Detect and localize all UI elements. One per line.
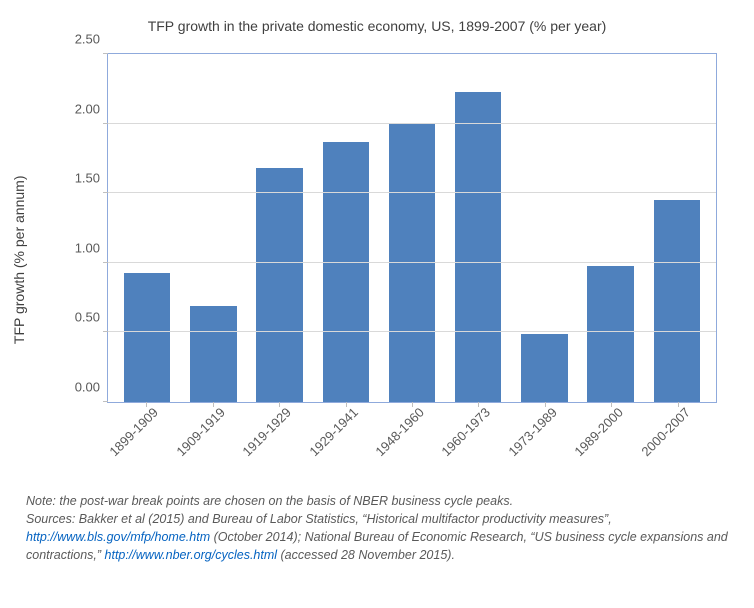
page: TFP growth in the private domestic econo… — [0, 0, 754, 608]
x-tick-mark — [213, 402, 214, 407]
chart-title: TFP growth in the private domestic econo… — [22, 18, 732, 34]
bar-slot — [644, 54, 710, 402]
source-link-2[interactable]: http://www.nber.org/cycles.html — [105, 548, 278, 562]
source-link-1[interactable]: http://www.bls.gov/mfp/home.htm — [26, 530, 210, 544]
y-tick-mark — [103, 123, 108, 124]
x-tick-label: 1960-1973 — [439, 405, 494, 460]
bar-slot — [445, 54, 511, 402]
x-label-slot: 1929-1941 — [312, 403, 378, 478]
note-prefix: Note — [26, 494, 52, 508]
bar — [455, 92, 501, 402]
x-label-slot: 1973-1989 — [512, 403, 578, 478]
y-tick-mark — [103, 53, 108, 54]
bar-slot — [511, 54, 577, 402]
y-tick-label: 2.50 — [60, 32, 100, 47]
gridline — [108, 123, 716, 124]
x-tick-label: 1899-1909 — [107, 405, 162, 460]
bar — [323, 142, 369, 402]
x-label-slot: 2000-2007 — [645, 403, 711, 478]
gridline — [108, 262, 716, 263]
bar-slot — [180, 54, 246, 402]
gridline — [108, 331, 716, 332]
y-tick-label: 0.50 — [60, 310, 100, 325]
bar-slot — [578, 54, 644, 402]
bar — [124, 273, 170, 402]
x-label-slot: 1909-1919 — [179, 403, 245, 478]
footnote-note: Note: the post-war break points are chos… — [26, 492, 728, 510]
bar-slot — [114, 54, 180, 402]
x-tick-label: 1973-1989 — [505, 405, 560, 460]
x-tick-mark — [346, 402, 347, 407]
y-tick-label: 1.50 — [60, 171, 100, 186]
x-label-slot: 1899-1909 — [113, 403, 179, 478]
sources-text-1: : Bakker et al (2015) and Bureau of Labo… — [72, 512, 612, 526]
y-tick-label: 1.00 — [60, 240, 100, 255]
sources-prefix: Sources — [26, 512, 72, 526]
x-label-slot: 1960-1973 — [445, 403, 511, 478]
bar-slot — [246, 54, 312, 402]
x-tick-label: 1989-2000 — [572, 405, 627, 460]
x-label-slot: 1919-1929 — [246, 403, 312, 478]
bar — [190, 306, 236, 402]
note-text: : the post-war break points are chosen o… — [52, 494, 513, 508]
x-tick-label: 1909-1919 — [173, 405, 228, 460]
x-label-slot: 1989-2000 — [578, 403, 644, 478]
footnote-sources: Sources: Bakker et al (2015) and Bureau … — [26, 510, 728, 564]
x-tick-mark — [545, 402, 546, 407]
y-tick-mark — [103, 192, 108, 193]
bar — [654, 200, 700, 402]
y-tick-mark — [103, 262, 108, 263]
bar-slot — [313, 54, 379, 402]
y-tick-mark — [103, 401, 108, 402]
bar — [587, 266, 633, 402]
bar-slot — [379, 54, 445, 402]
footnotes: Note: the post-war break points are chos… — [26, 492, 728, 565]
x-tick-label: 1929-1941 — [306, 405, 361, 460]
chart-container: TFP growth (% per annum) 0.000.501.001.5… — [27, 48, 727, 478]
plot-area: 0.000.501.001.502.002.50 — [107, 53, 717, 403]
sources-text-3: (accessed 28 November 2015). — [277, 548, 455, 562]
bars-group — [108, 54, 716, 402]
bar — [521, 334, 567, 402]
x-axis-labels: 1899-19091909-19191919-19291929-19411948… — [107, 403, 717, 478]
y-tick-mark — [103, 331, 108, 332]
gridline — [108, 192, 716, 193]
y-axis-label: TFP growth (% per annum) — [11, 176, 27, 345]
x-tick-mark — [678, 402, 679, 407]
y-tick-label: 2.00 — [60, 101, 100, 116]
y-tick-label: 0.00 — [60, 380, 100, 395]
x-tick-label: 2000-2007 — [638, 405, 693, 460]
bar — [256, 168, 302, 402]
x-tick-label: 1919-1929 — [240, 405, 295, 460]
x-label-slot: 1948-1960 — [379, 403, 445, 478]
x-tick-label: 1948-1960 — [372, 405, 427, 460]
